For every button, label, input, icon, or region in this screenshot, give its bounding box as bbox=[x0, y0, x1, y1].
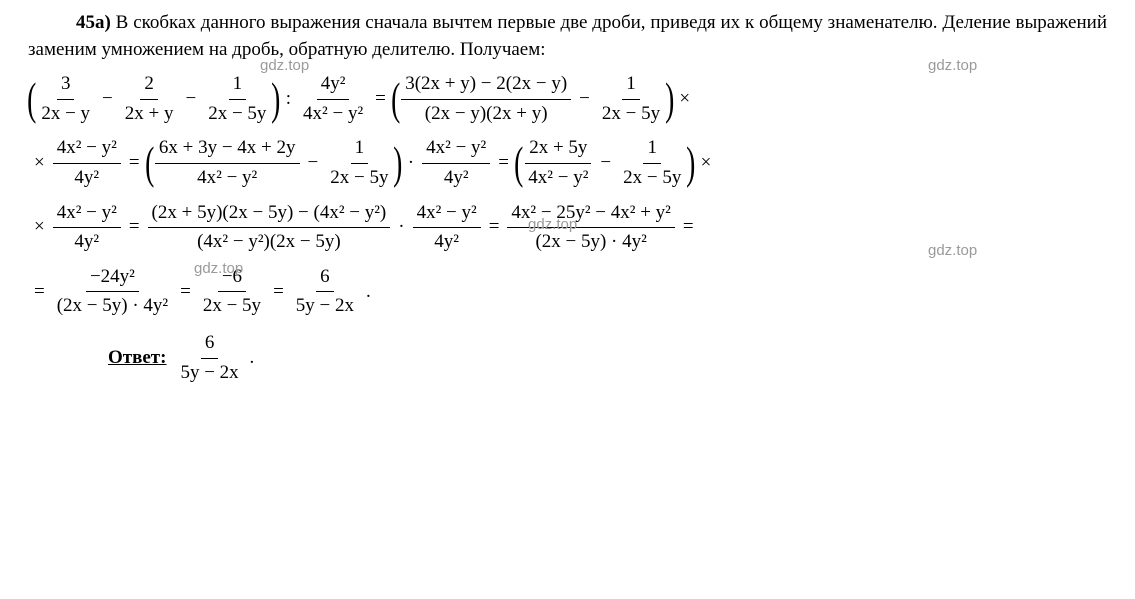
lparen: ( bbox=[391, 76, 400, 122]
minus-op: − bbox=[185, 86, 196, 113]
times-op: × bbox=[701, 150, 712, 177]
answer-frac: 65y − 2x bbox=[176, 330, 242, 386]
frac: 12x − 5y bbox=[204, 71, 270, 127]
equals-op: = bbox=[34, 279, 45, 306]
rparen: ) bbox=[665, 76, 674, 122]
math-row-3: gdz.top gdz.top × 4x² − y²4y² = (2x + 5y… bbox=[28, 200, 1107, 256]
equals-op: = bbox=[683, 214, 694, 241]
answer-row: Ответ: 65y − 2x . bbox=[108, 330, 1107, 386]
frac: 4x² − y²4y² bbox=[413, 200, 481, 256]
intro-text: В скобках данного выражения сначала вычт… bbox=[28, 12, 1107, 60]
frac: 4y²4x² − y² bbox=[299, 71, 367, 127]
frac: 32x − y bbox=[37, 71, 94, 127]
equals-op: = bbox=[489, 214, 500, 241]
frac: −62x − 5y bbox=[199, 264, 265, 320]
period: . bbox=[366, 279, 371, 306]
frac: 12x − 5y bbox=[598, 71, 664, 127]
frac: −24y²(2x − 5y) · 4y² bbox=[53, 264, 172, 320]
lparen: ( bbox=[514, 140, 523, 186]
frac: 3(2x + y) − 2(2x − y)(2x − y)(2x + y) bbox=[401, 71, 571, 127]
frac: 4x² − y²4y² bbox=[53, 200, 121, 256]
frac: 6x + 3y − 4x + 2y4x² − y² bbox=[155, 135, 300, 191]
times-op: × bbox=[34, 214, 45, 241]
frac: 2x + 5y4x² − y² bbox=[524, 135, 592, 191]
math-row-2: × 4x² − y²4y² = ( 6x + 3y − 4x + 2y4x² −… bbox=[28, 135, 1107, 191]
frac: 4x² − y²4y² bbox=[422, 135, 490, 191]
frac: 4x² − y²4y² bbox=[53, 135, 121, 191]
math-row-4: gdz.top = −24y²(2x − 5y) · 4y² = −62x − … bbox=[28, 264, 1107, 320]
frac: 4x² − 25y² − 4x² + y²(2x − 5y) · 4y² bbox=[507, 200, 674, 256]
minus-op: − bbox=[600, 150, 611, 177]
equals-op: = bbox=[129, 214, 140, 241]
frac: 22x + y bbox=[121, 71, 178, 127]
frac: (2x + 5y)(2x − 5y) − (4x² − y²)(4x² − y²… bbox=[148, 200, 391, 256]
rparen: ) bbox=[394, 140, 403, 186]
rparen: ) bbox=[271, 76, 280, 122]
frac: 12x − 5y bbox=[326, 135, 392, 191]
equals-op: = bbox=[273, 279, 284, 306]
minus-op: − bbox=[308, 150, 319, 177]
times-op: × bbox=[34, 150, 45, 177]
problem-number: 45а) bbox=[76, 12, 111, 33]
dot-op: · bbox=[398, 214, 404, 241]
equals-op: = bbox=[375, 86, 386, 113]
lparen: ( bbox=[145, 140, 154, 186]
equals-op: = bbox=[498, 150, 509, 177]
times-op: × bbox=[679, 86, 690, 113]
minus-op: − bbox=[579, 86, 590, 113]
divide-op: : bbox=[286, 86, 291, 113]
equals-op: = bbox=[129, 150, 140, 177]
minus-op: − bbox=[102, 86, 113, 113]
watermark: gdz.top bbox=[928, 240, 977, 261]
answer-label: Ответ: bbox=[108, 345, 166, 372]
equals-op: = bbox=[180, 279, 191, 306]
frac: 12x − 5y bbox=[619, 135, 685, 191]
math-row-1: gdz.top gdz.top ( 32x − y − 22x + y − 12… bbox=[28, 71, 1107, 127]
intro-paragraph: 45а) В скобках данного выражения сначала… bbox=[28, 10, 1107, 63]
lparen: ( bbox=[27, 76, 36, 122]
rparen: ) bbox=[686, 140, 695, 186]
dot-op: · bbox=[408, 150, 414, 177]
frac: 65y − 2x bbox=[292, 264, 358, 320]
period: . bbox=[245, 345, 255, 372]
